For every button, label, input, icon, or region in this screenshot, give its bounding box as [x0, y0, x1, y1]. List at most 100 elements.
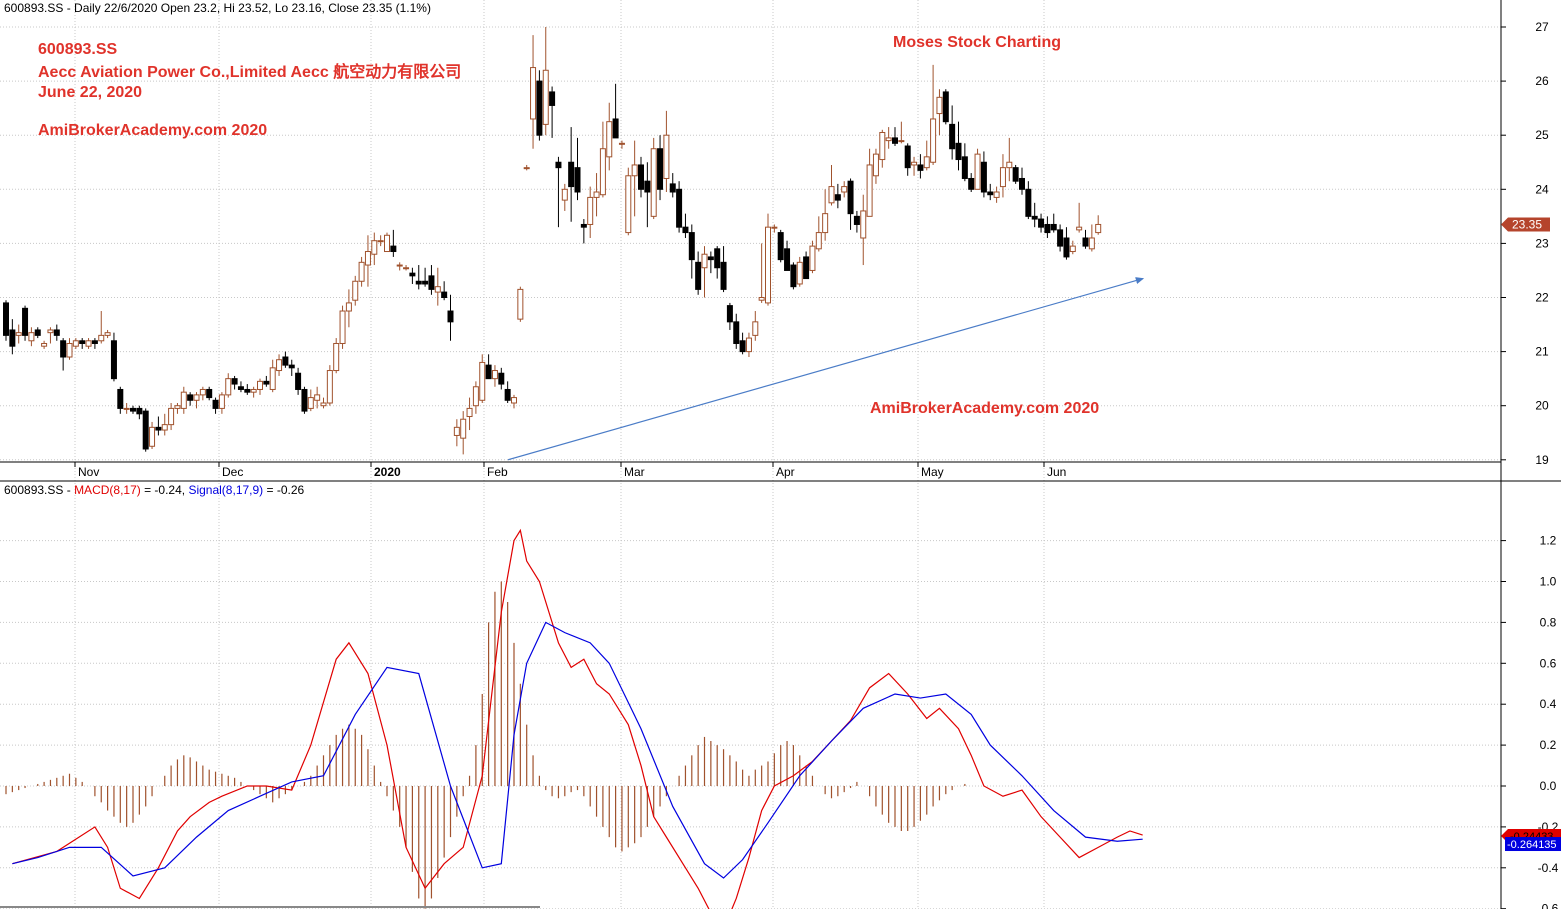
candle-body-down [53, 329, 60, 336]
candle [936, 89, 943, 136]
candle [282, 351, 289, 368]
macd-axis-tick-label: 1.2 [1540, 534, 1557, 548]
annotation-watermark-center: AmiBrokerAcademy.com 2020 [870, 400, 1099, 417]
candle-body-up [149, 426, 156, 447]
candle [231, 375, 238, 390]
candle-body-up [307, 397, 314, 409]
candle [498, 367, 505, 390]
candle [758, 243, 765, 303]
price-axis-tick-label: 23 [1535, 236, 1549, 250]
candle [66, 338, 73, 360]
candle [60, 338, 67, 371]
candle [22, 305, 29, 341]
candle-body-down [1025, 188, 1032, 217]
candle [879, 129, 886, 168]
candle [453, 419, 460, 447]
candle-body-down [142, 410, 149, 450]
candle-body-down [288, 364, 295, 369]
candle [1082, 229, 1089, 249]
month-label: Feb [487, 465, 508, 479]
candle-body-up [352, 280, 359, 301]
candle-body-up [936, 96, 943, 115]
candle-body-down [130, 407, 136, 412]
candle [180, 386, 187, 414]
candle [218, 392, 225, 414]
candle [333, 338, 340, 374]
candle-body-down [657, 148, 664, 190]
candle-body-up [911, 161, 918, 166]
macd-axis-tick-label: 0.4 [1540, 697, 1557, 711]
candle [295, 367, 302, 395]
candle [1044, 216, 1051, 238]
candle [491, 365, 498, 387]
candle [739, 332, 746, 355]
candle-body-up [250, 388, 257, 393]
candle-body-down [790, 264, 797, 288]
candle-body-up [276, 359, 283, 372]
candle [599, 121, 606, 198]
candle [168, 402, 175, 431]
indicator-lines [12, 528, 1143, 914]
candle [1095, 215, 1102, 235]
candle-body-down [390, 245, 397, 253]
candle-body-up [758, 297, 765, 301]
candle [276, 354, 283, 376]
candle-body-down [1038, 218, 1045, 228]
candle-body-down [733, 321, 740, 344]
candle-body-down [720, 261, 727, 290]
macd-header-macd-value: = -0.24, [141, 483, 189, 497]
annotation-watermark-left: AmiBrokerAcademy.com 2020 [38, 122, 267, 139]
candle [161, 413, 168, 436]
month-label: Dec [222, 465, 243, 479]
candle [536, 70, 543, 141]
candle-body-up [815, 232, 822, 250]
candle [352, 275, 359, 306]
candle-body-down [847, 180, 854, 215]
candle [955, 121, 962, 171]
candle [682, 213, 689, 238]
macd-header-signal-value: = -0.26 [263, 483, 304, 497]
candle [961, 143, 968, 182]
candle [974, 148, 981, 190]
candle-body-up [104, 332, 111, 336]
candle-body-up [180, 391, 187, 409]
candle-body-up [47, 329, 54, 334]
candle [104, 329, 111, 339]
candle-body-up [523, 167, 530, 170]
candle [885, 127, 892, 149]
candle-body-down [955, 142, 962, 161]
candle-body-up [599, 148, 606, 196]
last-price-badge: 23.35 [1501, 217, 1550, 232]
candle [263, 375, 270, 387]
candle-body-down [441, 291, 448, 298]
candle [244, 384, 251, 395]
candle [1050, 213, 1057, 233]
month-label: Apr [776, 465, 795, 479]
candle [593, 173, 600, 217]
candle [695, 251, 702, 295]
month-label: Nov [78, 465, 99, 479]
axis-layer: 19 20 21 22 23 24 25 26 27 Nov Dec 2020 Feb Mar Apr May… [74, 20, 1559, 914]
candle-body-up [269, 367, 276, 390]
candle-body-down [422, 280, 429, 285]
candle-body-down [409, 272, 416, 277]
candle [466, 397, 473, 431]
candle-body-down [803, 256, 810, 280]
candle [149, 421, 156, 449]
candle-body-up [866, 164, 873, 217]
candle [999, 154, 1006, 198]
candle [942, 89, 949, 125]
candle [396, 262, 403, 271]
candle-body-down [244, 388, 251, 393]
candle [212, 397, 219, 414]
candle-body-down [110, 340, 117, 380]
candle-body-down [949, 123, 956, 150]
candle [91, 338, 98, 349]
candle-body-down [498, 372, 505, 385]
candle-body-down [784, 248, 791, 271]
candle-body-down [34, 329, 41, 336]
candle-body-up [225, 378, 232, 396]
candle [1012, 164, 1019, 184]
